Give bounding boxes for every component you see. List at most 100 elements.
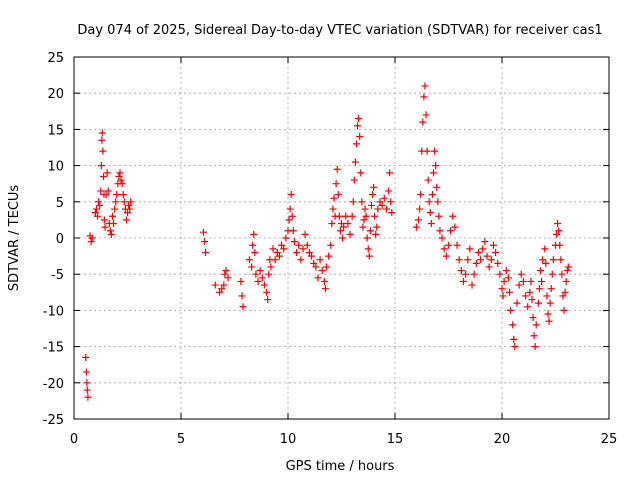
data-point xyxy=(118,180,126,188)
data-point xyxy=(112,198,120,206)
data-point xyxy=(534,299,542,307)
data-point xyxy=(457,267,465,275)
y-tick-label: -10 xyxy=(43,304,64,319)
data-point xyxy=(470,270,478,278)
data-point xyxy=(417,191,425,199)
data-point xyxy=(318,267,326,275)
data-point xyxy=(558,270,566,278)
data-point xyxy=(555,227,563,235)
data-point xyxy=(507,306,515,314)
data-point xyxy=(358,198,366,206)
data-point xyxy=(367,201,375,209)
data-point xyxy=(474,248,482,256)
data-point xyxy=(427,220,435,228)
data-point xyxy=(299,245,307,253)
data-point xyxy=(329,205,337,213)
data-point xyxy=(528,296,536,304)
data-point xyxy=(323,263,331,271)
data-point xyxy=(356,133,364,141)
data-point xyxy=(102,191,110,199)
data-point xyxy=(278,241,286,249)
data-point xyxy=(100,216,108,224)
data-point xyxy=(373,223,381,231)
data-point xyxy=(83,379,91,387)
data-point xyxy=(92,205,100,213)
data-point xyxy=(333,165,341,173)
data-point xyxy=(321,285,329,293)
data-point xyxy=(515,281,523,289)
y-tick-label: -20 xyxy=(43,377,64,392)
data-point xyxy=(538,277,546,285)
data-point xyxy=(344,220,352,228)
data-point xyxy=(472,259,480,267)
data-point xyxy=(82,368,90,376)
data-point xyxy=(250,230,258,238)
data-point xyxy=(519,277,527,285)
data-point xyxy=(365,252,373,260)
data-point xyxy=(84,393,92,401)
data-point xyxy=(539,256,547,264)
data-point xyxy=(449,212,457,220)
data-point xyxy=(310,259,318,267)
data-point xyxy=(376,198,384,206)
data-point xyxy=(352,140,360,148)
data-point xyxy=(421,82,429,90)
data-point xyxy=(211,281,219,289)
data-point xyxy=(224,274,232,282)
data-point xyxy=(532,321,540,329)
data-point xyxy=(327,241,335,249)
x-axis-label: GPS time / hours xyxy=(286,459,395,474)
y-tick-label: 25 xyxy=(47,51,64,66)
data-point xyxy=(360,216,368,224)
data-point xyxy=(530,332,538,340)
data-point xyxy=(544,310,552,318)
data-point xyxy=(509,321,517,329)
data-point xyxy=(119,191,127,199)
data-point xyxy=(510,335,518,343)
y-tick-label: 0 xyxy=(56,232,64,247)
data-point xyxy=(548,270,556,278)
data-point xyxy=(522,292,530,300)
data-point xyxy=(500,277,508,285)
data-point xyxy=(541,245,549,253)
data-point xyxy=(557,256,565,264)
data-point xyxy=(537,267,545,275)
data-point xyxy=(485,263,493,271)
data-point xyxy=(546,299,554,307)
data-point xyxy=(126,205,134,213)
data-point xyxy=(366,227,374,235)
y-tick-label: -5 xyxy=(51,268,64,283)
data-point xyxy=(535,285,543,293)
data-point xyxy=(554,220,562,228)
data-point xyxy=(221,270,229,278)
x-tick-label: 5 xyxy=(177,432,185,447)
data-point xyxy=(339,234,347,242)
x-tick-label: 10 xyxy=(280,432,297,447)
data-point xyxy=(453,241,461,249)
data-point xyxy=(254,277,262,285)
data-point xyxy=(527,277,535,285)
data-point xyxy=(338,220,345,228)
data-point xyxy=(332,180,340,188)
data-point xyxy=(428,191,436,199)
data-point xyxy=(363,234,371,242)
data-point xyxy=(87,238,95,246)
data-point xyxy=(388,209,396,217)
data-point xyxy=(542,259,550,267)
data-point xyxy=(498,285,506,293)
data-point xyxy=(239,303,247,311)
data-point xyxy=(111,205,119,213)
data-point xyxy=(451,223,459,231)
y-axis: -25 -20 -15 -10 -5 0 5 10 15 20 25 xyxy=(43,51,609,428)
data-point xyxy=(251,248,259,256)
data-point xyxy=(297,256,305,264)
data-point xyxy=(83,386,91,394)
data-point xyxy=(237,277,245,285)
data-point xyxy=(425,198,433,206)
data-point xyxy=(202,248,210,256)
data-point xyxy=(290,238,298,246)
data-point xyxy=(424,176,432,184)
data-point xyxy=(423,147,431,155)
data-point xyxy=(378,201,386,209)
data-point xyxy=(385,187,393,195)
